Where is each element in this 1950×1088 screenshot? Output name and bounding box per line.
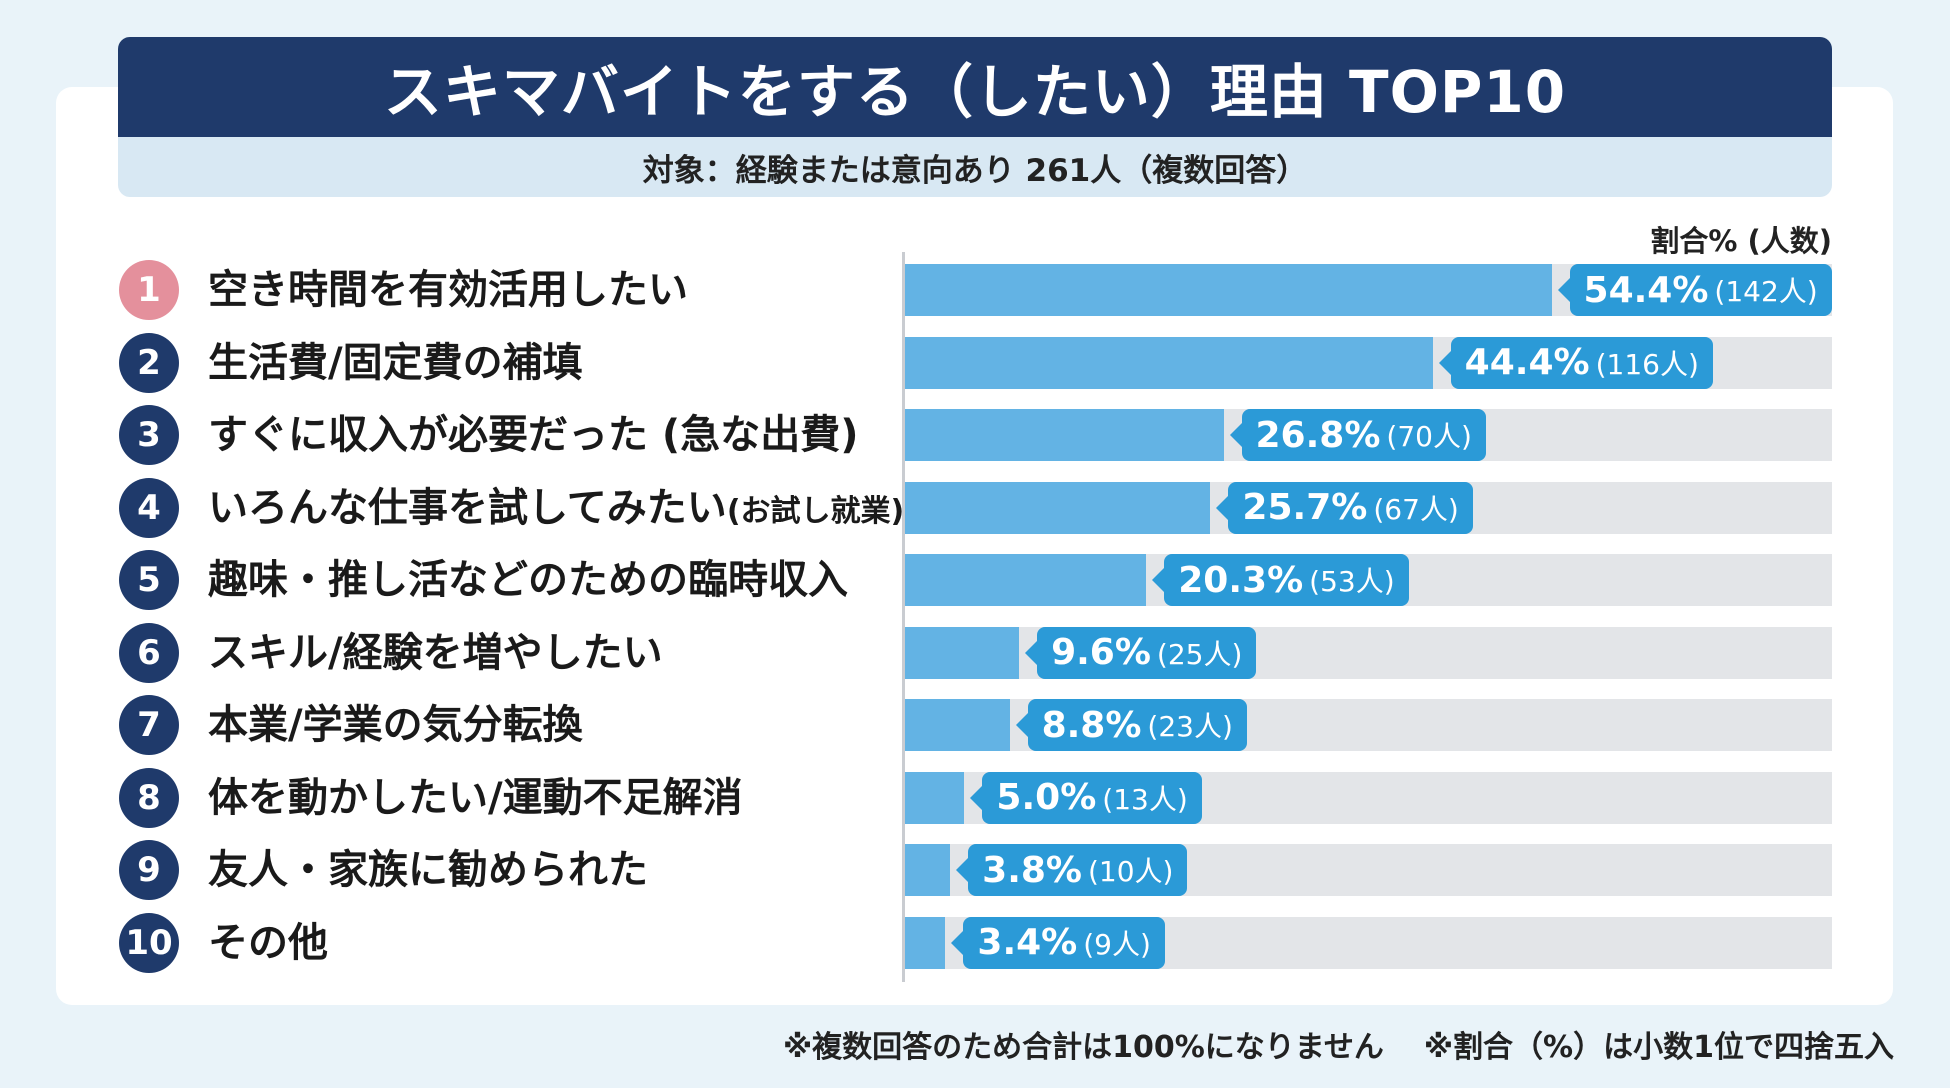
rank-badge: 6 <box>119 622 179 683</box>
bar-row: 1 空き時間を有効活用したい 54.4% (142人) <box>0 260 1950 320</box>
rank-badge: 9 <box>119 840 179 900</box>
data-label: 9.6% (25人) <box>1025 626 1257 679</box>
category-text: 趣味・推し活などのための臨時収入 <box>208 557 848 603</box>
data-label-percent: 3.4% <box>977 922 1078 963</box>
data-label-percent: 26.8% <box>1255 414 1381 456</box>
category-text: 空き時間を有効活用したい <box>208 267 688 313</box>
data-label-count: (23人) <box>1147 710 1233 743</box>
bar-row: 5 趣味・推し活などのための臨時収入 20.3% (53人) <box>0 550 1950 610</box>
bar-row: 7 本業/学業の気分転換 8.8% (23人) <box>0 695 1950 755</box>
category-label: 友人・家族に勧められた <box>208 844 648 896</box>
data-label-count: (67人) <box>1373 492 1459 526</box>
data-label-count: (9人) <box>1083 927 1151 961</box>
data-label-count: (53人) <box>1309 565 1395 598</box>
bar-row: 2 生活費/固定費の補填 44.4% (116人) <box>0 332 1950 393</box>
category-label: 趣味・推し活などのための臨時収入 <box>208 554 848 606</box>
category-label: スキル/経験を増やしたい <box>208 627 663 679</box>
bar-row: 6 スキル/経験を増やしたい 9.6% (25人) <box>0 622 1950 683</box>
rank-badge: 4 <box>119 477 179 538</box>
category-text: その他 <box>208 919 328 966</box>
category-label: 空き時間を有効活用したい <box>208 264 688 316</box>
data-label: 3.8% (10人) <box>956 844 1188 896</box>
rank-badge: 8 <box>119 767 179 828</box>
data-label: 8.8% (23人) <box>1015 699 1247 751</box>
category-label: 体を動かしたい/運動不足解消 <box>208 772 743 824</box>
bar <box>905 771 965 824</box>
axis-line <box>902 252 905 982</box>
data-label-percent: 20.3% <box>1178 559 1304 601</box>
data-label-count: (70人) <box>1386 420 1472 453</box>
data-label: 54.4% (142人) <box>1557 264 1832 316</box>
data-label-percent: 44.4% <box>1464 342 1590 383</box>
data-label-percent: 8.8% <box>1041 704 1142 746</box>
category-label: その他 <box>208 917 328 969</box>
bar <box>905 481 1211 534</box>
bar <box>905 699 1010 751</box>
data-label-percent: 5.0% <box>996 777 1097 818</box>
bar <box>905 844 951 896</box>
data-label-percent: 3.8% <box>982 849 1082 891</box>
chart-title: スキマバイトをする（したい）理由 TOP10 <box>118 37 1832 137</box>
bar-row: 4 いろんな仕事を試してみたい(お試し就業) 25.7% (67人) <box>0 477 1950 538</box>
data-label: 44.4% (116人) <box>1438 336 1713 389</box>
rank-badge: 5 <box>119 550 179 610</box>
data-label: 25.7% (67人) <box>1216 481 1473 534</box>
rank-badge: 2 <box>119 332 179 393</box>
data-label: 26.8% (70人) <box>1229 409 1486 461</box>
bar <box>905 409 1224 461</box>
data-label-count: (142人) <box>1714 275 1818 308</box>
data-label-percent: 25.7% <box>1242 487 1368 528</box>
category-text: いろんな仕事を試してみたい <box>208 484 727 531</box>
bar <box>905 626 1020 679</box>
category-label: 生活費/固定費の補填 <box>208 337 583 389</box>
rank-badge: 7 <box>119 695 179 755</box>
data-label-count: (25人) <box>1156 637 1243 671</box>
rank-badge: 3 <box>119 405 179 465</box>
data-label-percent: 9.6% <box>1051 632 1151 673</box>
bar <box>905 916 946 969</box>
category-text: 友人・家族に勧められた <box>208 847 648 893</box>
data-label-count: (10人) <box>1088 855 1174 888</box>
category-text: スキル/経験を増やしたい <box>208 629 663 676</box>
data-label-count: (116人) <box>1595 347 1699 381</box>
category-text: 本業/学業の気分転換 <box>208 702 583 748</box>
rank-badge: 1 <box>119 260 179 320</box>
bar <box>905 336 1433 389</box>
category-text: 体を動かしたい/運動不足解消 <box>208 774 743 821</box>
category-label: いろんな仕事を試してみたい(お試し就業) <box>208 482 904 534</box>
footnotes: ※複数回答のため合計は100%になりません ※割合（%）は小数1位で四捨五入 <box>783 1022 1894 1066</box>
data-label-percent: 54.4% <box>1583 269 1709 311</box>
bar <box>905 554 1147 606</box>
bar-row: 9 友人・家族に勧められた 3.8% (10人) <box>0 840 1950 900</box>
rank-badge: 10 <box>119 912 179 973</box>
category-note: (お試し就業) <box>726 493 905 529</box>
category-label: すぐに収入が必要だった (急な出費) <box>208 409 859 461</box>
bar <box>905 264 1552 316</box>
footnote: ※複数回答のため合計は100%になりません <box>782 1030 1384 1065</box>
category-label: 本業/学業の気分転換 <box>208 699 583 751</box>
category-text: すぐに収入が必要だった (急な出費) <box>208 412 859 458</box>
bar-row: 10 その他 3.4% (9人) <box>0 912 1950 973</box>
bar-row: 8 体を動かしたい/運動不足解消 5.0% (13人) <box>0 767 1950 828</box>
bar-row: 3 すぐに収入が必要だった (急な出費) 26.8% (70人) <box>0 405 1950 465</box>
data-label: 20.3% (53人) <box>1152 554 1409 606</box>
footnote: ※割合（%）は小数1位で四捨五入 <box>1423 1030 1894 1065</box>
data-label: 5.0% (13人) <box>970 771 1202 824</box>
category-text: 生活費/固定費の補填 <box>208 339 583 386</box>
data-label-count: (13人) <box>1102 782 1188 816</box>
data-label: 3.4% (9人) <box>951 916 1165 969</box>
value-axis-label: 割合% (人数) <box>1650 224 1832 258</box>
chart-subtitle: 対象：経験または意向あり 261人（複数回答） <box>118 137 1832 197</box>
